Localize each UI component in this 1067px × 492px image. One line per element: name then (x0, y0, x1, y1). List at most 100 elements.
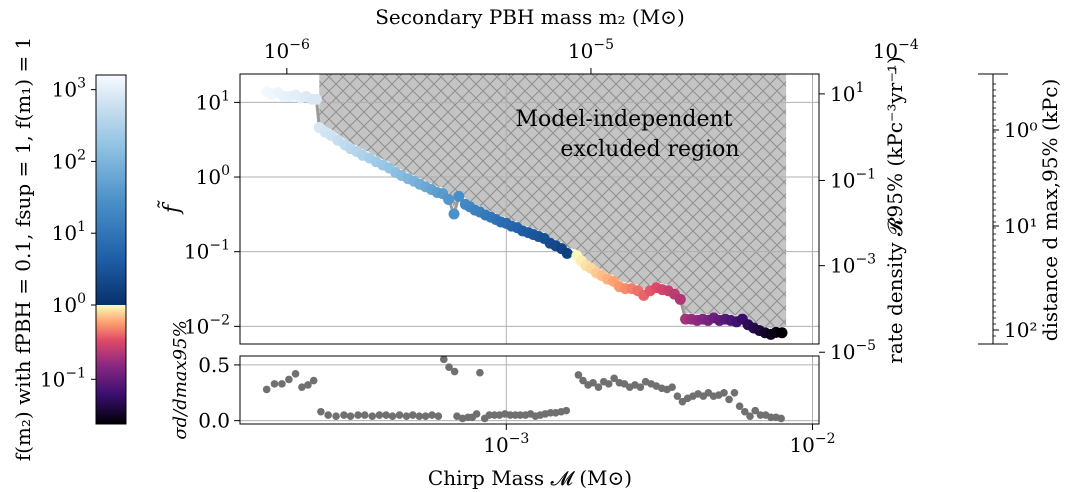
top-tick-label: 10−4 (873, 37, 919, 63)
residual-point (594, 383, 603, 392)
right-tick-label: 10−3 (830, 252, 876, 278)
distance-axis: 10⁰ 10¹ 10² distance d max,95% (kPc) (978, 73, 1062, 345)
residual-point (415, 412, 424, 420)
residual-point (673, 392, 682, 400)
residual-y-label: σd/dmax95% (170, 320, 191, 439)
colorbar-tick-label: 10−1 (40, 365, 86, 391)
residual-point (636, 383, 645, 392)
residual-point (402, 412, 411, 420)
y-axis-label: f̃ (158, 199, 185, 215)
colorbar-ticks: 10−1 100 101 102 103 (40, 76, 96, 391)
distance-axis-label: distance d max,95% (kPc) (1038, 79, 1062, 342)
residual-point (777, 414, 785, 423)
distance-tick-label: 10¹ (1004, 214, 1037, 238)
residual-point (476, 368, 484, 377)
data-point (561, 247, 573, 259)
residual-point (668, 383, 676, 392)
residual-point (346, 412, 355, 420)
residual-point (285, 375, 293, 384)
residual-point (304, 381, 312, 389)
y-axis-ticks: 10−2 10−1 100 101 (184, 88, 240, 338)
data-point (311, 93, 323, 105)
residual-y-tick-label: 0.0 (198, 409, 230, 433)
residual-point (579, 376, 587, 385)
main-grid (240, 74, 819, 344)
residual-point (589, 378, 597, 387)
colorbar-tick-label: 100 (52, 291, 86, 317)
residual-point (360, 411, 369, 419)
colorbar-upper (96, 75, 126, 305)
distance-tick-label: 10⁰ (1004, 118, 1037, 142)
residual-point (388, 412, 397, 420)
residual-point (756, 411, 765, 419)
residual-point (382, 411, 390, 419)
top-tick-label: 10−6 (264, 37, 310, 63)
x-tick-label: 10−2 (789, 431, 835, 457)
residual-point (291, 370, 300, 378)
residual-point (434, 412, 443, 420)
residual-point (309, 376, 318, 385)
top-axis-ticks: 10−6 10−5 10−4 (264, 37, 919, 74)
data-point (448, 208, 460, 220)
x-axis-label: Chirp Mass 𝓜 (M⊙) (428, 466, 632, 490)
residual-point (354, 411, 362, 419)
residual-point (574, 371, 583, 379)
y-tick-label: 10−2 (184, 312, 230, 338)
residual-point (751, 406, 760, 415)
colorbar-tick-label: 101 (52, 219, 86, 245)
main-panel: Model-independent excluded region 10−2 10… (158, 5, 919, 364)
residual-point (725, 395, 733, 404)
residual-point (610, 374, 618, 383)
data-point (776, 327, 788, 339)
residual-point (278, 380, 286, 388)
residual-point (368, 412, 377, 420)
excluded-region-annotation: Model-independent excluded region (515, 107, 739, 162)
top-axis-label: Secondary PBH mass m₂ (M⊙) (375, 5, 685, 29)
residual-point (450, 367, 459, 376)
residual-y-ticks: 0.0 0.5 (198, 353, 240, 433)
colorbar-label: f(m₂) with fPBH = 0.1, fsup = 1, f(m₁) =… (11, 37, 35, 462)
y-tick-label: 101 (196, 88, 230, 114)
residual-grid (240, 356, 819, 424)
data-point (674, 293, 686, 305)
data-point (443, 194, 455, 206)
residual-point (445, 363, 453, 371)
colorbar: 10−1 100 101 102 103 f(m₂) with fPBH = 0.1, … (11, 37, 127, 462)
residual-point (395, 411, 404, 419)
residual-point (730, 388, 739, 397)
residual-point (408, 411, 417, 419)
residual-point (428, 411, 436, 419)
residual-points (262, 356, 785, 423)
residual-point (735, 402, 744, 410)
residual-point (298, 383, 306, 392)
residual-point (562, 406, 571, 415)
residual-point (270, 380, 279, 388)
residual-point (741, 407, 749, 416)
residual-y-tick-label: 0.5 (198, 353, 230, 377)
residual-point (317, 407, 325, 416)
y-tick-label: 10−1 (184, 238, 230, 264)
data-points (261, 85, 788, 340)
distance-tick-label: 10² (1004, 318, 1037, 342)
residual-point (472, 410, 481, 418)
x-tick-label: 10−3 (483, 431, 529, 457)
right-axis-label: rate density 𝓡95% (kPc⁻³yr⁻¹) (883, 56, 907, 363)
annotation-line-1: Model-independent (515, 107, 732, 132)
distance-ticks: 10⁰ 10¹ 10² (993, 83, 1037, 342)
residual-point (604, 380, 613, 388)
residual-panel: 0.0 0.5 σd/dmax95% 10−3 10−2 Chirp Mass 𝓜 … (170, 320, 836, 490)
excluded-region (319, 74, 787, 329)
residual-point (324, 411, 332, 419)
residual-point (439, 356, 448, 364)
residual-point (720, 388, 728, 397)
annotation-line-2: excluded region (560, 137, 739, 162)
residual-point (746, 412, 754, 420)
colorbar-lower (96, 305, 126, 424)
residual-point (332, 412, 340, 420)
residual-point (421, 412, 430, 420)
residual-point (262, 385, 271, 394)
colorbar-tick-label: 102 (52, 147, 86, 173)
data-point (453, 190, 465, 202)
residual-point (516, 411, 524, 419)
